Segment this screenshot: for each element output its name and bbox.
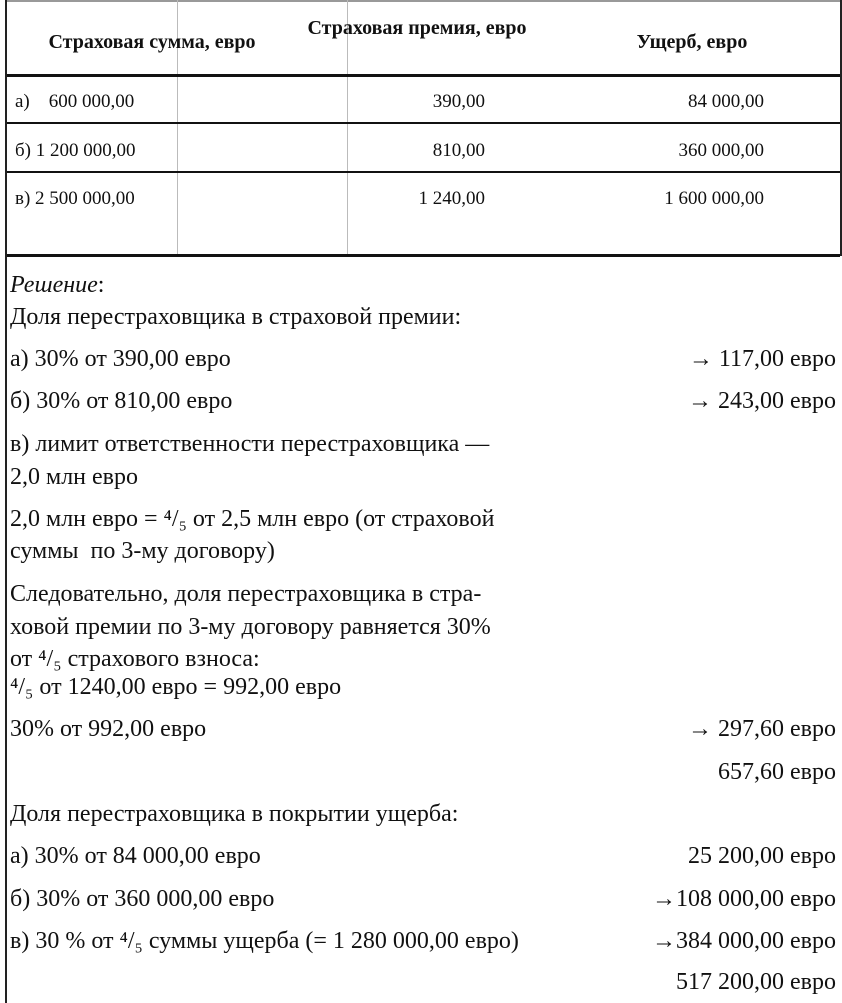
solution-result: →108 000,00 евро — [652, 886, 836, 912]
table-top-border — [7, 0, 840, 2]
solution-section: Решение: Доля перестраховщика в страхово… — [5, 256, 840, 1003]
cell-damage: 360 000,00 — [678, 140, 765, 161]
cell-sum: в) 2 500 000,00 — [15, 188, 135, 209]
column-divider — [347, 0, 348, 256]
data-table: Страховая сумма, евро Страховая премия, … — [5, 0, 842, 257]
header-divider — [7, 74, 840, 77]
cell-premium: 1 240,00 — [418, 188, 486, 209]
cell-premium: 810,00 — [432, 140, 485, 161]
solution-result: 25 200,00 евро — [688, 843, 836, 869]
solution-line: 30% от 992,00 евро — [10, 716, 207, 742]
solution-line: а) 30% от 390,00 евро — [10, 346, 231, 372]
solution-line: Следовательно, доля перестраховщика в ст… — [10, 581, 482, 607]
solution-heading-text: Решение — [10, 272, 98, 298]
solution-line: ⁴/₅ от 1240,00 евро = 992,00 евро — [10, 674, 342, 700]
solution-line: 2,0 млн евро = ⁴/₅ от 2,5 млн евро (от с… — [10, 506, 495, 532]
solution-line: б) 30% от 810,00 евро — [10, 388, 233, 414]
solution-line: ховой премии по 3-му договору равняется … — [10, 614, 491, 640]
solution-result: →384 000,00 евро — [652, 928, 836, 954]
cell-sum: б) 1 200 000,00 — [15, 140, 136, 161]
solution-line: суммы по 3-му договору) — [10, 538, 275, 564]
header-damage: Ущерб, евро — [636, 31, 748, 53]
solution-line: в) 30 % от ⁴/₅ суммы ущерба (= 1 280 000… — [10, 928, 519, 954]
table-bottom-border — [7, 254, 840, 257]
cell-premium: 390,00 — [432, 91, 485, 112]
solution-line: б) 30% от 360 000,00 евро — [10, 886, 275, 912]
header-premium: Страховая премия, евро — [307, 17, 527, 39]
solution-result: → 117,00 евро — [688, 346, 836, 372]
cell-damage: 1 600 000,00 — [664, 188, 764, 209]
solution-result: → 243,00 евро — [688, 388, 836, 414]
solution-result: → 297,60 евро — [688, 716, 836, 742]
solution-line: Доля перестраховщика в покрытии ущерба: — [10, 801, 459, 827]
column-divider — [177, 0, 178, 256]
solution-result: 657,60 евро — [718, 759, 836, 785]
solution-line: от ⁴/₅ страхового взноса: — [10, 646, 260, 672]
row-divider — [7, 122, 840, 124]
row-divider — [7, 171, 840, 173]
header-sum: Страховая сумма, евро — [48, 31, 256, 53]
solution-result: 517 200,00 евро — [676, 969, 836, 995]
solution-line: в) лимит ответственности перестраховщика… — [10, 431, 490, 457]
solution-heading: Решение: — [10, 272, 104, 299]
solution-line: Доля перестраховщика в страховой премии: — [10, 304, 462, 330]
solution-heading-colon: : — [97, 272, 105, 298]
cell-sum: а) 600 000,00 — [15, 91, 135, 112]
solution-line: 2,0 млн евро — [10, 464, 138, 490]
cell-damage: 84 000,00 — [688, 91, 764, 112]
solution-line: а) 30% от 84 000,00 евро — [10, 843, 261, 869]
